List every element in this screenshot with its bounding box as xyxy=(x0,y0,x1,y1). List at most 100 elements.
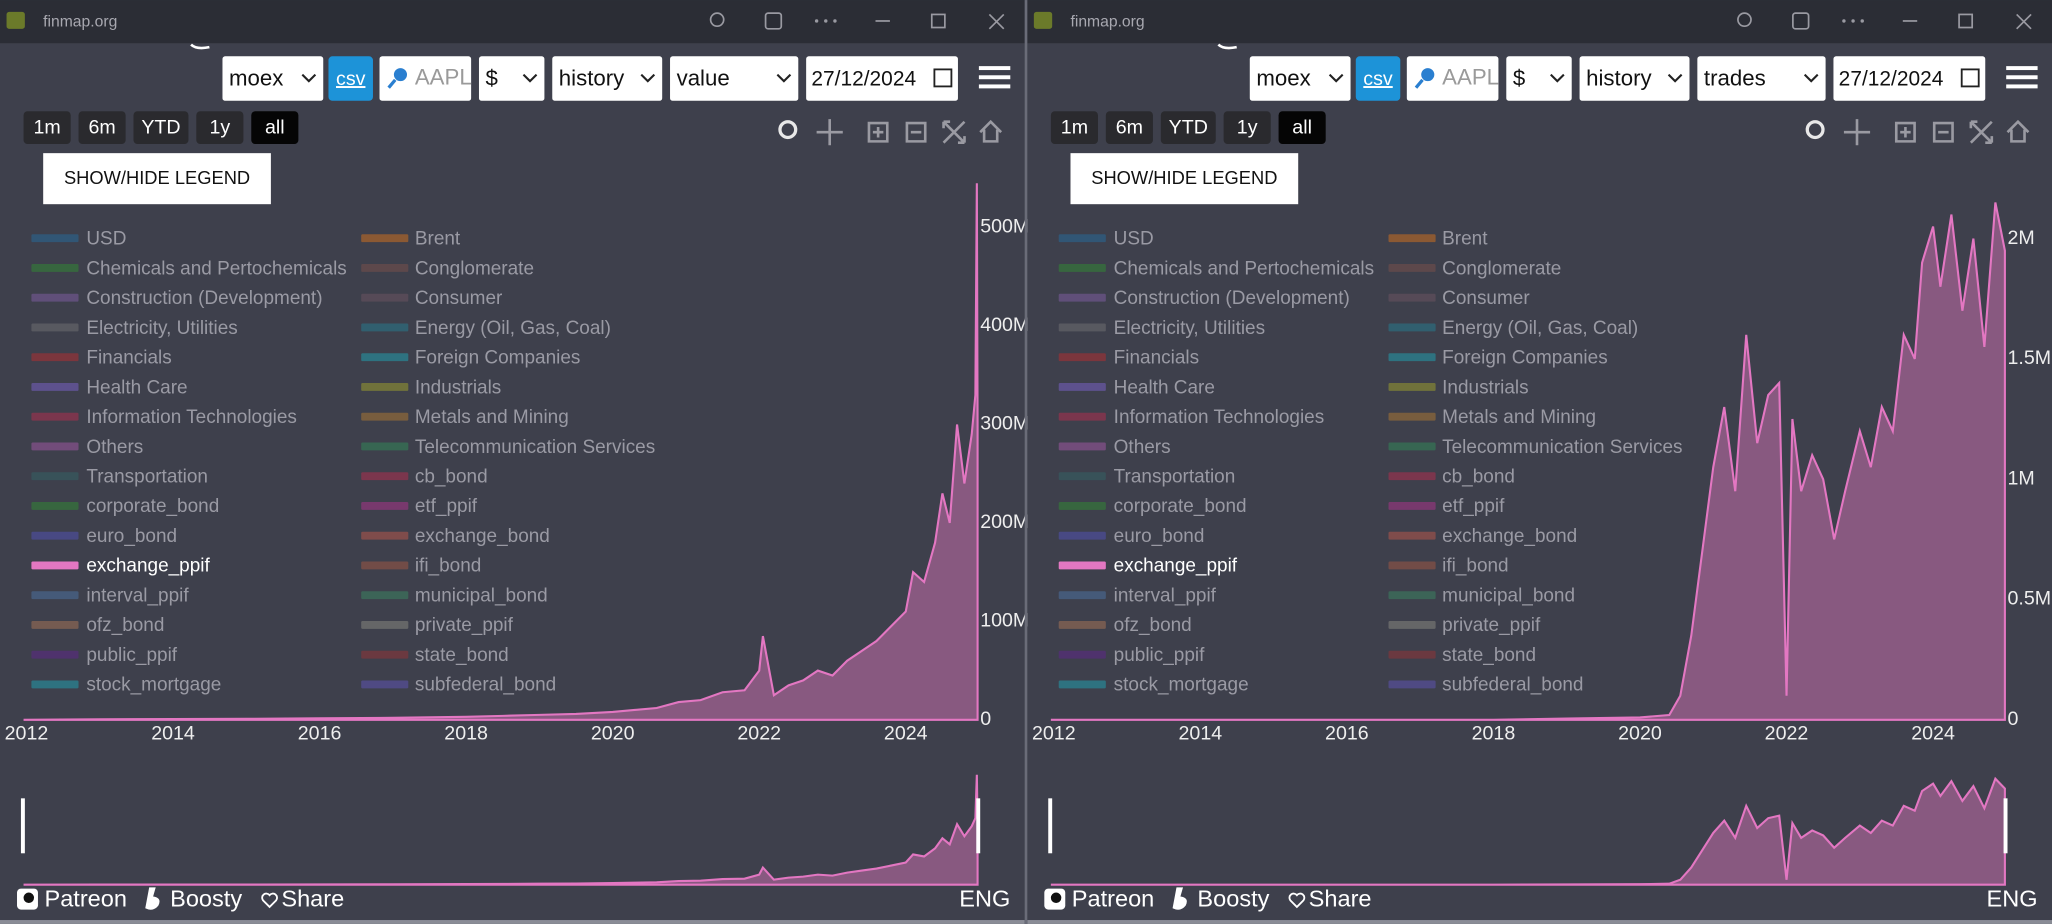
zoom-out-tool[interactable] xyxy=(905,121,927,143)
legend-item[interactable]: Health Care xyxy=(1058,377,1215,398)
legend-item[interactable]: Telecommunication Services xyxy=(1388,437,1683,458)
range-button[interactable] xyxy=(251,111,299,144)
range-button[interactable] xyxy=(133,111,189,144)
legend-item[interactable]: Brent xyxy=(361,229,461,250)
range-button[interactable] xyxy=(1105,111,1153,144)
legend-item[interactable]: Financials xyxy=(1058,348,1199,369)
legend-item[interactable]: corporate_bond xyxy=(31,496,219,517)
legend-item[interactable]: euro_bond xyxy=(1058,526,1205,547)
legend-item[interactable]: Brent xyxy=(1388,229,1489,250)
legend-item[interactable]: Consumer xyxy=(1388,288,1530,309)
heart-icon[interactable] xyxy=(1288,892,1306,909)
legend-item[interactable]: Others xyxy=(31,437,143,458)
legend-item[interactable]: cb_bond xyxy=(1388,467,1515,488)
legend-item[interactable]: private_ppif xyxy=(361,615,514,636)
pan-tool[interactable] xyxy=(1843,119,1871,146)
close-icon[interactable] xyxy=(988,13,1005,30)
legend-item[interactable]: municipal_bond xyxy=(1388,585,1576,606)
legend-item[interactable]: Chemicals and Pertochemicals xyxy=(31,258,347,279)
metric-control[interactable] xyxy=(1697,56,1826,101)
mode-control[interactable] xyxy=(552,56,663,101)
language-switch[interactable]: ENG xyxy=(1987,886,2038,912)
legend-item[interactable]: Telecommunication Services xyxy=(361,437,655,458)
legend-item[interactable]: Information Technologies xyxy=(31,407,297,428)
legend-toggle-button[interactable] xyxy=(43,153,271,205)
currency-control[interactable] xyxy=(1506,56,1572,101)
legend-item[interactable]: Industrials xyxy=(1388,377,1529,398)
legend-item[interactable]: Metals and Mining xyxy=(1388,407,1597,428)
zoom-out-tool[interactable] xyxy=(1932,121,1954,143)
legend-item[interactable]: exchange_ppif xyxy=(1058,556,1238,577)
zoom-icon[interactable] xyxy=(709,12,725,28)
legend-item[interactable]: euro_bond xyxy=(31,526,177,547)
pan-tool[interactable] xyxy=(816,119,843,146)
reset-tool[interactable] xyxy=(2006,119,2030,143)
legend-item[interactable]: Foreign Companies xyxy=(1388,348,1608,369)
range-handle-left[interactable] xyxy=(1048,798,1053,854)
range-handle-left[interactable] xyxy=(20,798,25,854)
legend-item[interactable]: Construction (Development) xyxy=(31,288,323,309)
range-button[interactable] xyxy=(1223,111,1271,144)
patreon-link[interactable]: Patreon xyxy=(1072,886,1154,912)
legend-item[interactable]: corporate_bond xyxy=(1058,496,1247,517)
metric-control[interactable] xyxy=(670,56,799,101)
close-icon[interactable] xyxy=(2016,13,2032,30)
legend-item[interactable]: etf_ppif xyxy=(1388,496,1506,517)
legend-item[interactable]: exchange_bond xyxy=(1388,526,1578,547)
maximize-icon[interactable] xyxy=(930,13,946,29)
legend-item[interactable]: ofz_bond xyxy=(31,615,164,636)
autoscale-tool[interactable] xyxy=(1969,120,1994,144)
heart-icon[interactable] xyxy=(261,892,278,909)
search-control[interactable] xyxy=(379,56,472,101)
legend-item[interactable]: private_ppif xyxy=(1388,615,1541,636)
currency-control[interactable] xyxy=(478,56,545,101)
legend-item[interactable]: Transportation xyxy=(31,467,208,488)
range-button[interactable] xyxy=(1160,111,1216,144)
date-control[interactable] xyxy=(806,56,958,101)
legend-item[interactable]: stock_mortgage xyxy=(31,675,221,696)
legend-item[interactable]: Chemicals and Pertochemicals xyxy=(1058,258,1374,279)
reader-icon[interactable] xyxy=(764,12,783,30)
legend-toggle-button[interactable] xyxy=(1070,153,1299,205)
legend-item[interactable]: Energy (Oil, Gas, Coal) xyxy=(1388,318,1639,339)
legend-item[interactable]: state_bond xyxy=(361,645,509,666)
legend-item[interactable]: Foreign Companies xyxy=(361,348,580,369)
language-switch[interactable]: ENG xyxy=(959,886,1010,912)
boosty-icon[interactable] xyxy=(145,887,160,910)
exchange-control[interactable] xyxy=(1249,56,1351,101)
legend-item[interactable]: Conglomerate xyxy=(1388,258,1562,279)
legend-item[interactable]: stock_mortgage xyxy=(1058,675,1249,696)
autoscale-tool[interactable] xyxy=(942,120,966,144)
legend-item[interactable]: municipal_bond xyxy=(361,585,548,606)
legend-item[interactable]: exchange_bond xyxy=(361,526,550,547)
reader-icon[interactable] xyxy=(1792,12,1810,30)
legend-item[interactable]: Industrials xyxy=(361,377,501,398)
legend-item[interactable]: etf_ppif xyxy=(361,496,478,517)
legend-item[interactable]: state_bond xyxy=(1388,645,1537,666)
zoom-icon[interactable] xyxy=(1737,12,1752,28)
boosty-link[interactable]: Boosty xyxy=(1197,886,1269,912)
date-control[interactable] xyxy=(1833,56,1986,101)
legend-item[interactable]: USD xyxy=(1058,229,1154,250)
legend-item[interactable]: Health Care xyxy=(31,377,188,398)
boosty-icon[interactable] xyxy=(1172,887,1187,910)
legend-item[interactable]: Metals and Mining xyxy=(361,407,569,428)
patreon-link[interactable]: Patreon xyxy=(44,886,126,912)
mode-control[interactable] xyxy=(1579,56,1690,101)
reset-tool[interactable] xyxy=(979,119,1003,143)
legend-item[interactable]: subfederal_bond xyxy=(361,675,556,696)
legend-item[interactable]: Electricity, Utilities xyxy=(1058,318,1265,339)
zoom-tool[interactable] xyxy=(778,120,798,140)
search-control[interactable] xyxy=(1406,56,1499,101)
legend-item[interactable]: public_ppif xyxy=(31,645,178,666)
zoom-tool[interactable] xyxy=(1805,120,1825,140)
legend-item[interactable]: Construction (Development) xyxy=(1058,288,1350,309)
legend-item[interactable]: interval_ppif xyxy=(1058,585,1217,606)
range-button[interactable] xyxy=(78,111,126,144)
legend-item[interactable]: Transportation xyxy=(1058,467,1236,488)
maximize-icon[interactable] xyxy=(1958,13,1974,29)
zoom-in-tool[interactable] xyxy=(867,121,889,143)
share-link[interactable]: Share xyxy=(281,886,344,912)
legend-item[interactable]: Consumer xyxy=(361,288,502,309)
range-button[interactable] xyxy=(196,111,244,144)
